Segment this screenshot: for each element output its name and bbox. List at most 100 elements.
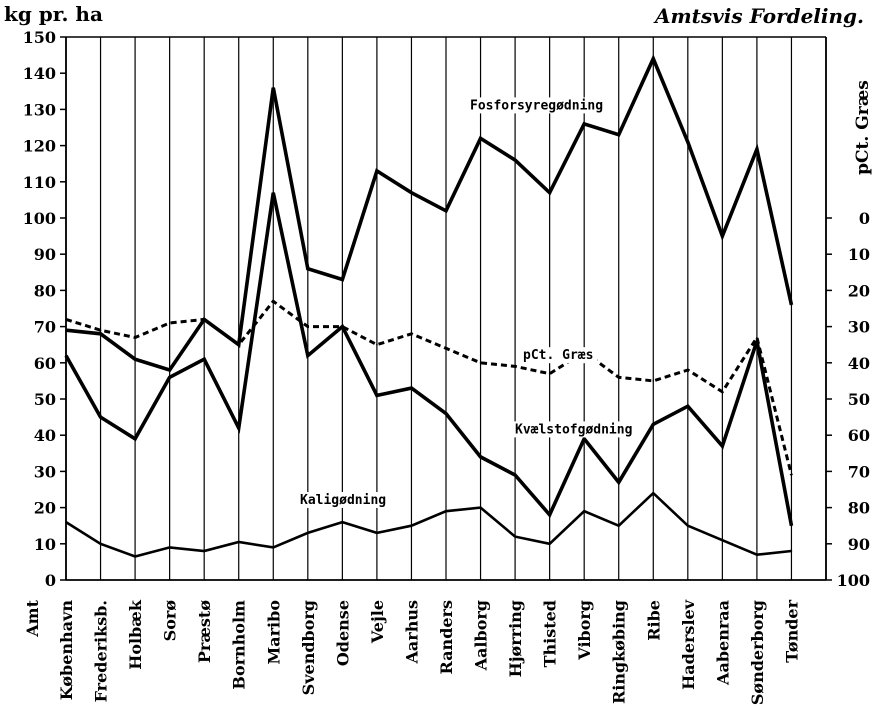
data-point — [168, 546, 171, 549]
y-right-tick-label: 60 — [848, 426, 870, 445]
y-axis-right-title: pCt. Græs — [853, 80, 873, 175]
data-point — [721, 235, 724, 237]
data-point — [203, 550, 205, 552]
data-point — [99, 543, 102, 545]
y-left-tick-label: 120 — [23, 137, 56, 156]
data-point — [168, 369, 171, 371]
data-point — [548, 514, 551, 516]
data-point — [514, 474, 516, 476]
x-tick-label: Aarhus — [402, 600, 421, 664]
data-point — [479, 362, 482, 364]
data-point — [341, 325, 344, 328]
x-tick-label: Sønderborg — [748, 600, 767, 705]
y-left-tick-label: 50 — [34, 390, 56, 409]
data-point — [445, 210, 447, 212]
data-point — [341, 521, 344, 523]
x-tick-label: Viborg — [575, 600, 594, 661]
data-point — [617, 133, 620, 136]
data-point — [548, 191, 551, 194]
data-point — [410, 387, 413, 389]
data-point — [307, 267, 309, 270]
y-right-tick-label: 20 — [848, 281, 870, 300]
series-label: pCt. Græs — [523, 348, 593, 363]
data-point — [445, 347, 447, 350]
x-tick-label: Maribo — [264, 600, 283, 665]
data-point — [617, 524, 620, 527]
data-point — [687, 524, 689, 527]
series-layer — [64, 54, 794, 558]
data-point — [687, 141, 689, 143]
data-point — [548, 372, 551, 375]
data-point — [307, 325, 309, 328]
series-line-pct-gr-s — [65, 299, 793, 476]
tick-layer: 0 10 20 30 40 50 60 70 80 90 100 110 120 130 140 150 0 10… — [23, 28, 873, 590]
data-point — [376, 394, 378, 397]
data-point — [687, 405, 689, 408]
x-tick-label: Haderslev — [679, 599, 698, 690]
data-point — [272, 191, 275, 194]
data-point — [410, 191, 413, 194]
data-point — [410, 524, 413, 527]
y-right-tick-label: 100 — [837, 571, 870, 590]
data-point — [514, 535, 516, 538]
data-point — [583, 123, 585, 125]
series-line-fosforsyreg-dning — [65, 54, 794, 373]
y-left-tick-label: 60 — [34, 354, 56, 373]
x-tick-label: Svendborg — [299, 600, 318, 695]
data-point — [168, 322, 171, 324]
y-left-tick-label: 90 — [34, 245, 56, 264]
y-left-tick-label: 10 — [34, 535, 56, 554]
data-point — [445, 412, 447, 415]
x-tick-label: Præstø — [195, 600, 214, 663]
data-point — [652, 57, 655, 60]
data-point — [721, 391, 724, 393]
x-tick-label: Sorø — [161, 600, 180, 642]
y-left-tick-label: 0 — [45, 571, 56, 590]
x-tick-label: Aabenraa — [713, 600, 732, 686]
data-point — [272, 300, 275, 303]
x-tick-label: Bornholm — [230, 600, 249, 690]
x-axis-header-label: Amt — [23, 599, 42, 637]
data-point — [479, 506, 482, 509]
data-point — [134, 358, 136, 361]
x-tick-label: Odense — [333, 600, 352, 666]
x-tick-label: Aalborg — [472, 600, 491, 671]
data-point — [790, 474, 793, 476]
chart-title: Amtsvis Fordeling. — [655, 4, 864, 28]
data-point — [376, 170, 378, 172]
data-point — [687, 369, 689, 371]
x-tick-label: Hjørring — [506, 600, 525, 677]
data-point — [99, 333, 102, 335]
data-point — [721, 539, 724, 541]
data-point — [617, 376, 620, 379]
data-point — [203, 358, 205, 361]
data-point — [652, 492, 655, 494]
data-point — [548, 543, 551, 545]
data-point — [237, 343, 240, 346]
data-point — [237, 427, 240, 429]
data-point — [790, 524, 793, 527]
category-labels: Amt København Frederiksb. Holbæk Sorø Præstø B… — [23, 599, 801, 705]
data-point — [652, 380, 655, 382]
y-right-tick-label: 30 — [848, 318, 870, 337]
data-point — [721, 445, 724, 447]
series-line-kv-lstofg-dning — [64, 192, 794, 527]
data-point — [617, 481, 620, 484]
data-point — [514, 365, 516, 368]
data-point — [307, 354, 309, 357]
y-left-tick-label: 70 — [34, 318, 56, 337]
axis-layer — [65, 36, 827, 581]
y-left-tick-label: 100 — [23, 209, 56, 228]
data-point — [756, 553, 758, 556]
series-label-bg — [513, 421, 637, 438]
data-point — [237, 541, 240, 543]
y-left-tick-label: 110 — [23, 173, 56, 192]
series-label-bg — [521, 347, 597, 364]
y-right-tick-label: 50 — [848, 390, 870, 409]
y-left-tick-label: 20 — [34, 499, 56, 518]
data-point — [203, 318, 205, 321]
data-point — [756, 148, 758, 150]
y-axis-left-title: kg pr. ha — [4, 2, 103, 26]
data-point — [134, 438, 136, 440]
